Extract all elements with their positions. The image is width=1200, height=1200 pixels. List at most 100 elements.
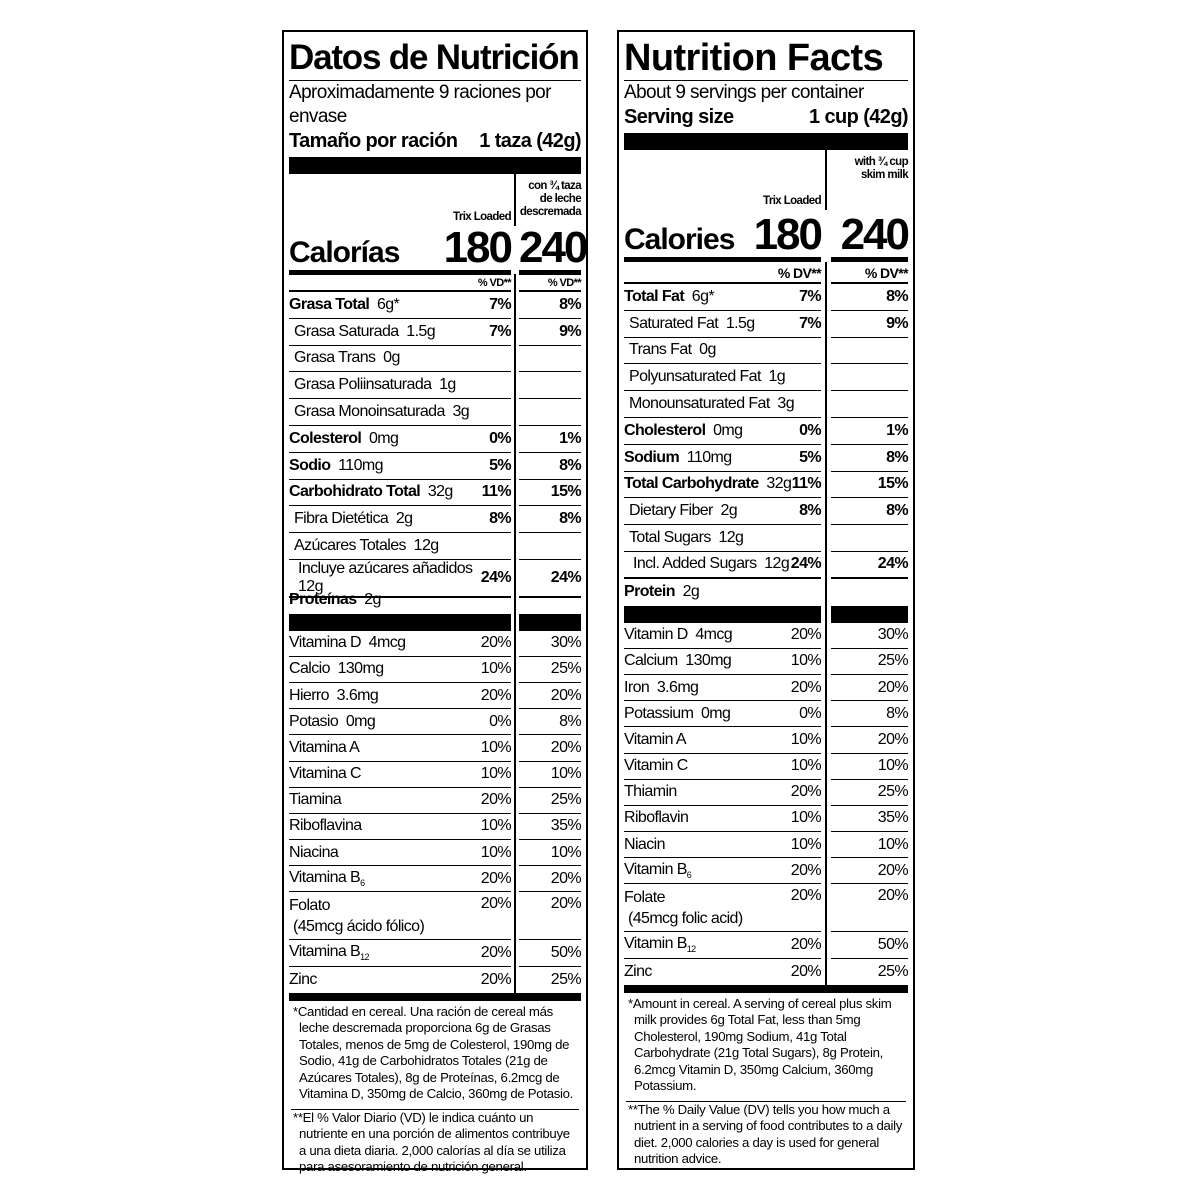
col-2-cell: 20% [519, 866, 582, 893]
col-2-cell: 35% [519, 814, 582, 841]
serving-size-label: Serving size [624, 106, 734, 128]
col-1-cell: Dietary Fiber 2g 8% [624, 498, 822, 526]
vitamin-label: Potasio [289, 712, 339, 730]
nutrient-name: Cholesterol 0mg [624, 422, 743, 440]
nutrient-row: Total Fat 6g* 7% 8% [624, 284, 909, 311]
column-divider [821, 262, 831, 284]
column-divider [511, 630, 519, 657]
col-1-cell: Monounsaturated Fat 3g [624, 391, 821, 418]
nutrient-row: Grasa Poliinsaturada 1g [289, 372, 581, 400]
col-1-cell: Polyunsaturated Fat 1g [624, 364, 821, 392]
column-divider [821, 364, 831, 391]
col-1-cell: Carbohidrato Total 32g 11% [289, 480, 512, 507]
nutrient-amount: 1g [439, 376, 456, 394]
nutrient-name: Protein 2g [624, 583, 700, 601]
nutrient-label: Total Fat [624, 287, 685, 305]
col-1-cell: Vitamina B6 20% [289, 866, 512, 893]
column-divider [821, 779, 831, 807]
bottom-thick-divider [289, 992, 581, 1001]
vitamin-name: Vitamin A [624, 730, 687, 749]
vitamin-label: Vitamina B [289, 943, 361, 961]
nutrient-dv-cereal: 11% [481, 483, 512, 501]
col-2-cell: 15% [519, 480, 582, 507]
vitamin-label: Vitamin A [624, 730, 687, 748]
vitamin-name: Vitamina C [289, 765, 362, 783]
column-divider [511, 318, 519, 346]
nutrient-amount: 110mg [686, 448, 732, 466]
nutrient-row: Sodio 110mg 5% 8% [289, 452, 582, 480]
col-2-cell [519, 533, 581, 560]
calories-value-cereal: 180 [753, 210, 823, 259]
column-divider [511, 372, 519, 399]
vitamin-dv-cereal: 20% [480, 791, 512, 809]
nutrient-amount: 1g [768, 368, 786, 386]
col-2-cell: 8% [831, 445, 909, 472]
nutrient-name: Monounsaturated Fat 3g [624, 395, 795, 413]
nutrient-amount: 1.5g [725, 314, 755, 332]
vitamin-dv-cereal: 10% [480, 660, 512, 678]
nutrient-label: Sodium [624, 448, 680, 466]
vitamin-dv-cereal: 20% [790, 887, 822, 905]
vitamin-name: Folato (45mcg ácido fólico) [289, 895, 425, 937]
col-1-cell: Vitamin B6 20% [624, 858, 822, 885]
col-2-cell: 20% [831, 675, 909, 702]
vitamin-dv-cereal: 10% [790, 652, 822, 670]
column-divider [821, 958, 831, 986]
vitamin-dv-cereal: 20% [480, 970, 512, 988]
column-divider [821, 337, 831, 365]
column-divider [511, 559, 519, 598]
vitamin-dv-cereal: 20% [480, 895, 512, 913]
col-2-cell: 25% [550, 970, 582, 988]
vitamin-row: Vitamin B6 20% 20% [624, 858, 909, 885]
vitamin-subscript: 6 [360, 878, 365, 889]
col-2-cell: 10% [831, 832, 909, 859]
col-1-cell: Calcio 130mg 10% [289, 657, 512, 683]
col-2-cell: 8% [519, 709, 582, 736]
vitamin-amount: 130mg [337, 660, 385, 678]
footnote-amount: *Cantidad en cereal. Una ración de cerea… [293, 1003, 574, 1102]
vitamin-dv-cereal: 10% [790, 809, 822, 827]
column-headers: Trix Loaded with ¾ cup skim milk [624, 150, 909, 210]
col-1-cell: Potasio 0mg 0% [289, 709, 512, 736]
column-divider [821, 753, 831, 780]
vitamin-dv-cereal: 10% [790, 835, 822, 853]
col-1-cell: Niacina 10% [289, 840, 512, 867]
vitamin-dv-cereal: 10% [790, 730, 822, 748]
vitamin-dv-cereal: 20% [790, 626, 822, 644]
col-2-cell [519, 399, 581, 426]
nutrient-label: Incluye azúcares añadidos [298, 559, 473, 577]
col-1-cell: Vitamin C 10% [624, 754, 822, 780]
vitamin-dv-cereal: 20% [480, 944, 512, 962]
col-2-cell [831, 364, 908, 392]
column-divider [511, 425, 519, 453]
vitamin-amount: 3.6mg [336, 686, 379, 704]
column-divider [821, 551, 831, 579]
nutrient-row: Sodium 110mg 5% 8% [624, 444, 909, 472]
col-1-cell: Colesterol 0mg 0% [289, 426, 512, 453]
col-1-cell: Total Sugars 12g [624, 525, 821, 552]
nutrient-name: Grasa Monoinsaturada 3g [289, 403, 470, 421]
col-1-cell: Hierro 3.6mg 20% [289, 683, 512, 710]
nutrient-label: Incl. Added Sugars [633, 555, 757, 573]
col-1-cell: Sodio 110mg 5% [289, 453, 512, 480]
nutrient-label: Trans Fat [629, 341, 692, 359]
calories-row: Calories 180 240 [624, 210, 910, 262]
vitamin-dv-cereal: 20% [790, 936, 822, 954]
column-divider [821, 284, 831, 311]
col-1-cell: Trix Loaded [763, 195, 822, 207]
calories-label: Calorías [289, 236, 400, 269]
serving-size-row: Tamaño por ración 1 taza (42g) [289, 129, 582, 153]
vitamin-row: Thiamin 20% 25% [624, 779, 909, 807]
column-divider [511, 345, 519, 373]
vitamin-name: Niacin [624, 836, 665, 854]
nutrient-row: Cholesterol 0mg 0% 1% [624, 417, 909, 445]
nutrient-amount: 12g [298, 577, 324, 595]
vitamin-row: Niacin 10% 10% [624, 832, 909, 859]
nutrient-amount: 32g [766, 475, 792, 493]
nutrient-name: Total Fat 6g* [624, 287, 715, 306]
col-1-cell: Trix Loaded [453, 211, 512, 223]
nutrient-name: Azúcares Totales 12g [289, 537, 439, 555]
column-divider [511, 735, 519, 762]
col-1-cell: Grasa Trans 0g [289, 346, 511, 373]
nutrient-dv-cereal: 0% [799, 421, 822, 439]
